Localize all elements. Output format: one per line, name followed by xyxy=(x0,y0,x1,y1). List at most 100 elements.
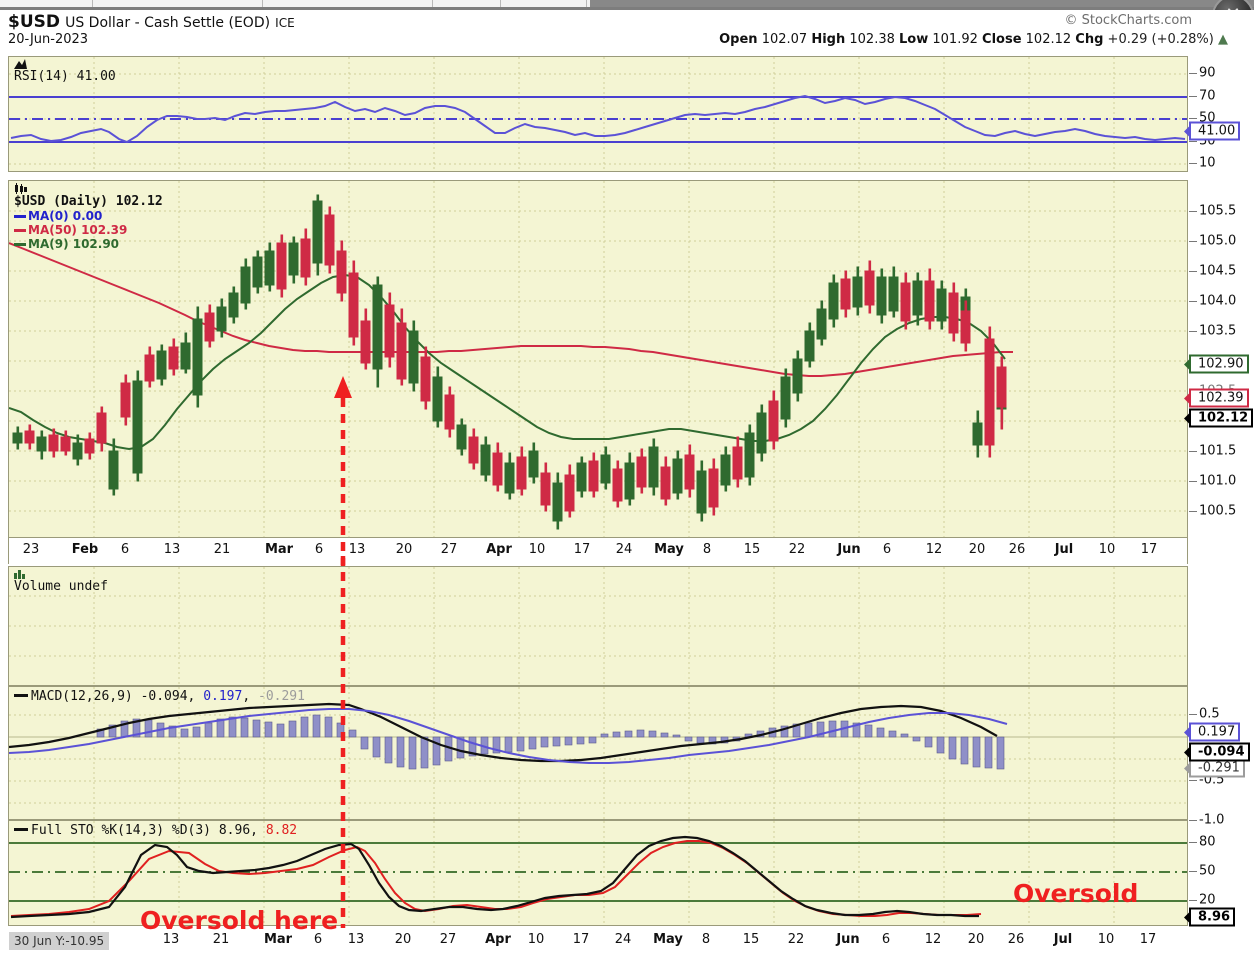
xtick-bottom-10: 10 xyxy=(527,932,545,947)
xtick-bottom-21: 21 xyxy=(212,932,230,947)
price-x-axis: 23 Feb 6 13 21 Mar 6 13 20 27 Apr 10 17 24 May 8 15 22 Jun… xyxy=(8,538,1188,564)
sto-k-callout: 8.96 xyxy=(1189,907,1236,927)
xtick-24: 24 xyxy=(615,542,633,557)
xtick-15: 15 xyxy=(743,542,761,557)
macd-hist-value: -0.291 xyxy=(258,689,305,704)
quote-bar: Open 102.07 High 102.38 Low 101.92 Close… xyxy=(719,32,1228,47)
rsi-plot xyxy=(9,57,1187,171)
stochastic-y-axis: 80 50 20 8.96 xyxy=(1189,820,1253,927)
xtick-27: 27 xyxy=(440,542,458,557)
volume-bars-icon xyxy=(14,570,25,579)
browser-chrome xyxy=(0,0,1254,10)
rsi-ytick: 70 xyxy=(1199,88,1216,104)
macd-plot xyxy=(9,687,1187,819)
xtick-22: 22 xyxy=(788,542,806,557)
sto-d-value: 8.82 xyxy=(265,823,298,838)
marker-vline-upper xyxy=(334,46,352,566)
xtick-10: 10 xyxy=(1098,542,1116,557)
xtick-20: 20 xyxy=(968,542,986,557)
xtick-bottom-13: 13 xyxy=(347,932,365,947)
xtick-bottom-20: 20 xyxy=(967,932,985,947)
marker-vline-lower xyxy=(340,556,346,928)
change-value: +0.29 (+0.28%) xyxy=(1107,32,1214,47)
xtick-bottom-13: 13 xyxy=(162,932,180,947)
rsi-legend: RSI(14) 41.00 xyxy=(14,59,116,84)
annotation-oversold-here: Oversold here xyxy=(140,906,339,935)
macd-signal-value: 0.197 xyxy=(203,689,243,704)
xtick-mar: Mar xyxy=(264,542,294,557)
volume-legend: Volume undef xyxy=(14,569,108,594)
volume-plot xyxy=(9,567,1187,685)
change-up-arrow-icon: ▲ xyxy=(1218,32,1228,47)
ma9-label: MA(9) 102.90 xyxy=(28,237,120,251)
xtick-bottom-jun: Jun xyxy=(836,932,860,947)
macd-value-callout: -0.094 xyxy=(1189,742,1250,762)
xtick-6: 6 xyxy=(314,542,324,557)
price-title: $USD (Daily) 102.12 xyxy=(14,194,163,209)
xtick-23: 23 xyxy=(22,542,40,557)
cursor-coordinate-readout: 30 Jun Y:-10.95 xyxy=(9,932,110,950)
sto-ytick: 50 xyxy=(1199,863,1216,879)
xtick-bottom-12: 12 xyxy=(924,932,942,947)
stochastic-legend: Full STO %K(14,3) %D(3) 8.96, 8.82 xyxy=(14,823,297,838)
xtick-bottom-jul: Jul xyxy=(1053,932,1073,947)
rsi-pane: RSI(14) 41.00 xyxy=(8,56,1188,172)
candlestick-icon xyxy=(15,183,27,194)
macd-signal-callout: 0.197 xyxy=(1189,722,1241,742)
stochastic-pane: Full STO %K(14,3) %D(3) 8.96, 8.82 xyxy=(8,820,1188,926)
stockcharts-chart: $USD US Dollar - Cash Settle (EOD) ICE 2… xyxy=(0,10,1254,957)
tab-seam xyxy=(500,0,501,7)
xtick-bottom-apr: Apr xyxy=(485,932,511,947)
xtick-17: 17 xyxy=(1140,542,1158,557)
stockcharts-watermark: © StockCharts.com xyxy=(1064,13,1192,28)
price-ytick: 105.5 xyxy=(1199,203,1237,219)
last-price-callout: 102.12 xyxy=(1189,408,1254,428)
xtick-10: 10 xyxy=(528,542,546,557)
xtick-bottom-20: 20 xyxy=(394,932,412,947)
price-ytick: 103.5 xyxy=(1199,323,1237,339)
volume-legend-label: Volume undef xyxy=(14,579,108,594)
high-value: 102.38 xyxy=(849,32,895,47)
price-ytick: 101.0 xyxy=(1199,473,1237,489)
xtick-bottom-6: 6 xyxy=(313,932,323,947)
macd-pane: MACD(12,26,9) -0.094, 0.197, -0.291 xyxy=(8,686,1188,820)
ma50-legend: MA(50) 102.39 xyxy=(14,223,163,237)
bottom-x-axis: 13 21 Mar 6 13 20 27 Apr 10 17 24 May 8 15 22 Jun 6 12 20 2… xyxy=(8,928,1188,956)
change-label: Chg xyxy=(1075,32,1104,47)
symbol-label: $USD xyxy=(8,12,60,32)
low-value: 101.92 xyxy=(932,32,978,47)
sto-ytick: 80 xyxy=(1199,834,1216,850)
price-ytick: 104.0 xyxy=(1199,293,1237,309)
ma50-label: MA(50) 102.39 xyxy=(28,223,128,237)
xtick-13: 13 xyxy=(163,542,181,557)
tab-seam xyxy=(262,0,263,7)
open-label: Open xyxy=(719,32,758,47)
xtick-bottom-17: 17 xyxy=(1139,932,1157,947)
price-pane: $USD (Daily) 102.12 MA(0) 0.00 MA(50) 10… xyxy=(8,180,1188,538)
ma9-swatch xyxy=(14,243,26,246)
low-label: Low xyxy=(899,32,929,47)
high-label: High xyxy=(811,32,846,47)
ma9-price-callout: 102.90 xyxy=(1189,354,1249,374)
ma0-label: MA(0) 0.00 xyxy=(28,209,103,223)
xtick-apr: Apr xyxy=(486,542,512,557)
tab-seam xyxy=(586,0,587,7)
price-ytick: 104.5 xyxy=(1199,263,1237,279)
rsi-value-callout: 41.00 xyxy=(1189,121,1241,141)
xtick-feb: Feb xyxy=(71,542,99,557)
xtick-bottom-24: 24 xyxy=(614,932,632,947)
xtick-6: 6 xyxy=(882,542,892,557)
chrome-divider xyxy=(0,7,1254,10)
ma0-legend: MA(0) 0.00 xyxy=(14,209,163,223)
macd-ytick: -1.0 xyxy=(1199,812,1225,828)
close-value: 102.12 xyxy=(1025,32,1072,47)
ma50-swatch xyxy=(14,229,26,232)
xtick-bottom-15: 15 xyxy=(742,932,760,947)
xtick-12: 12 xyxy=(925,542,943,557)
price-ytick: 105.0 xyxy=(1199,233,1237,249)
macd-legend-name: MACD(12,26,9) xyxy=(31,689,133,704)
chart-date-label: 20-Jun-2023 xyxy=(8,32,89,47)
xtick-bottom-8: 8 xyxy=(701,932,711,947)
ma50-price-callout: 102.39 xyxy=(1189,388,1249,408)
xtick-6: 6 xyxy=(120,542,130,557)
